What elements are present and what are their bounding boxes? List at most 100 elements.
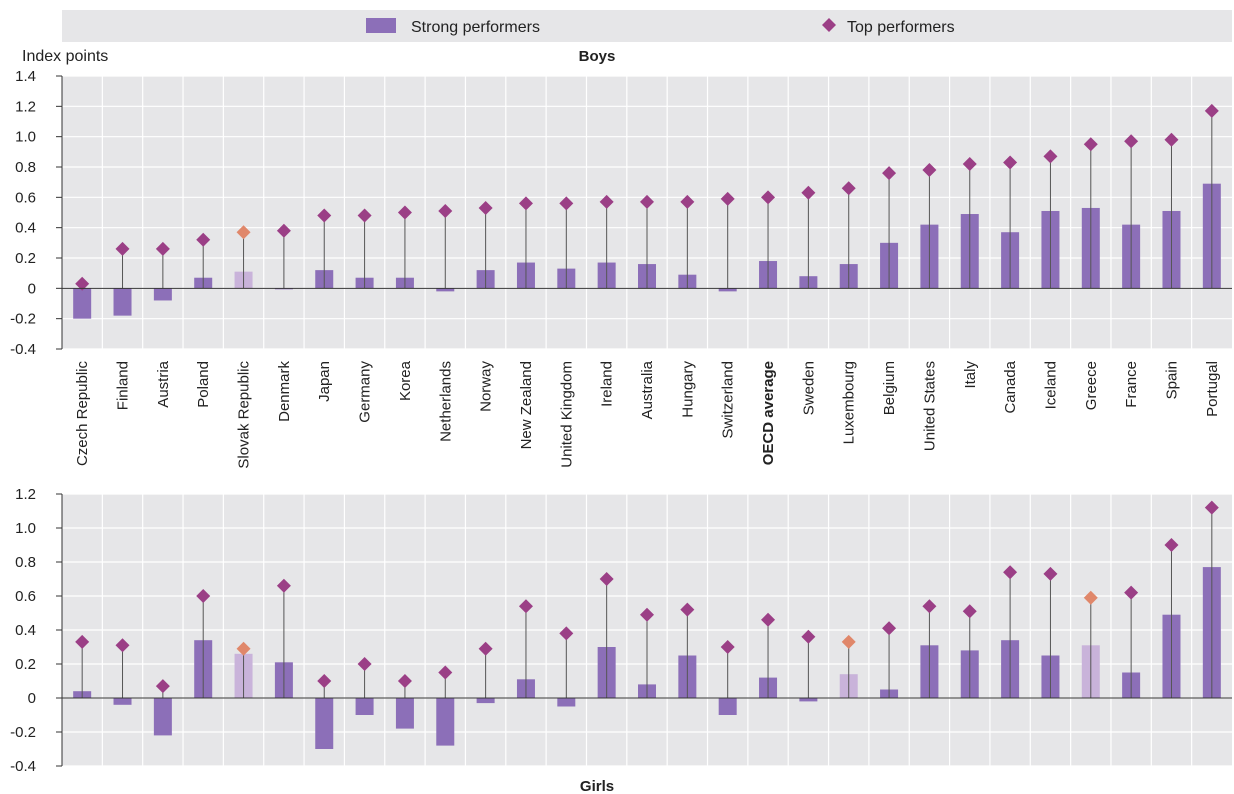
girls-bar-strong-performers	[355, 698, 374, 715]
boys-category-label: Korea	[397, 360, 414, 401]
girls-bar-strong-performers	[557, 698, 576, 707]
girls-marker-top-performers	[680, 602, 695, 617]
boys-bar-strong-performers	[113, 288, 132, 316]
girls-bar-strong-performers	[315, 698, 334, 749]
girls-y-tick-label: 0.2	[15, 656, 36, 673]
boys-category-label: United Kingdom	[558, 361, 575, 468]
boys-marker-top-performers	[640, 194, 654, 209]
legend-swatch-strong	[366, 18, 396, 33]
girls-marker-top-performers	[236, 641, 251, 656]
boys-marker-top-performers	[115, 241, 130, 256]
boys-marker-top-performers	[1083, 137, 1098, 152]
boys-category-label: Canada	[1002, 360, 1019, 413]
legend-marker-top	[822, 18, 836, 32]
girls-marker-top-performers	[882, 621, 897, 636]
boys-marker-top-performers	[155, 241, 170, 256]
girls-marker-top-performers	[599, 572, 614, 586]
legend-background	[62, 10, 1232, 42]
boys-marker-top-performers	[1164, 132, 1179, 147]
boys-marker-top-performers	[922, 163, 937, 178]
girls-y-tick-label: 0.4	[15, 622, 36, 639]
boys-category-label: Belgium	[881, 361, 898, 415]
boys-marker-top-performers	[801, 185, 816, 200]
boys-category-label: Italy	[962, 361, 979, 389]
boys-bar-strong-performers	[718, 288, 737, 292]
girls-y-tick-label: 1.0	[15, 520, 36, 537]
boys-category-label: Austria	[155, 360, 172, 407]
girls-bar-strong-performers	[436, 698, 455, 746]
boys-bar-strong-performers	[73, 288, 92, 319]
boys-marker-top-performers	[1003, 155, 1018, 170]
girls-bar-strong-performers	[718, 698, 737, 715]
boys-category-label: Greece	[1083, 361, 1100, 410]
boys-category-label: Czech Republic	[74, 361, 91, 467]
girls-y-tick-label: -0.2	[10, 724, 36, 741]
girls-marker-top-performers	[841, 634, 856, 649]
boys-y-tick-label: 0.4	[15, 220, 36, 237]
girls-marker-top-performers	[276, 578, 291, 593]
girls-marker-top-performers	[1164, 538, 1179, 552]
boys-category-label: Iceland	[1042, 361, 1059, 409]
girls-marker-top-performers	[801, 629, 816, 644]
boys-marker-top-performers	[397, 205, 412, 220]
girls-marker-top-performers	[922, 599, 937, 614]
y-axis-unit-label: Index points	[22, 48, 108, 65]
girls-panel-title: Girls	[580, 778, 614, 794]
girls-bar-strong-performers	[113, 698, 132, 705]
boys-marker-top-performers	[559, 196, 574, 211]
boys-category-label: Poland	[195, 361, 212, 408]
boys-marker-top-performers	[236, 225, 251, 240]
boys-panel: Index points Boys 1.4 1.2 1.0 0.8 0.6 0.4 0.2 0…	[10, 48, 1232, 469]
boys-category-label: Luxembourg	[841, 361, 858, 444]
girls-bar-strong-performers	[476, 698, 495, 704]
boys-y-tick-label: 0.8	[15, 159, 36, 176]
boys-category-label: France	[1123, 361, 1140, 408]
boys-marker-top-performers	[761, 190, 776, 205]
boys-marker-top-performers	[1043, 149, 1058, 164]
girls-marker-top-performers	[115, 638, 130, 653]
girls-y-tick-label: 1.2	[15, 486, 36, 503]
boys-y-tick-label: 1.4	[15, 68, 36, 85]
boys-category-label: Norway	[478, 361, 495, 412]
girls-bar-strong-performers	[799, 698, 818, 702]
boys-marker-top-performers	[962, 156, 977, 171]
girls-bar-strong-performers	[153, 698, 172, 736]
boys-marker-top-performers	[196, 232, 211, 247]
boys-marker-top-performers	[478, 200, 493, 215]
girls-marker-top-performers	[75, 634, 90, 649]
boys-category-label: Japan	[316, 361, 333, 402]
boys-category-label: Finland	[115, 361, 132, 410]
girls-marker-top-performers	[559, 626, 574, 641]
girls-y-tick-label: -0.4	[10, 758, 36, 775]
girls-marker-top-performers	[640, 607, 654, 622]
boys-category-label: Portugal	[1204, 361, 1221, 417]
boys-marker-top-performers	[75, 276, 90, 291]
girls-marker-top-performers	[720, 640, 735, 654]
girls-marker-top-performers	[962, 604, 977, 619]
girls-bar-strong-performers	[395, 698, 414, 729]
girls-marker-top-performers	[438, 665, 453, 680]
legend: Strong performers Top performers	[62, 10, 1232, 42]
boys-marker-top-performers	[680, 194, 695, 209]
boys-category-label: OECD average	[760, 361, 777, 465]
girls-marker-top-performers	[1003, 565, 1018, 580]
girls-marker-top-performers	[317, 674, 332, 688]
girls-y-tick-label: 0.8	[15, 554, 36, 571]
boys-marker-top-performers	[1124, 134, 1139, 149]
boys-y-tick-label: 1.0	[15, 129, 36, 146]
boys-marker-top-performers	[438, 203, 453, 218]
boys-y-tick-label: 1.2	[15, 98, 36, 115]
boys-bar-strong-performers	[153, 288, 172, 301]
boys-y-tick-label: 0.2	[15, 250, 36, 267]
boys-plot-area: 1.4 1.2 1.0 0.8 0.6 0.4 0.2 0 -0.2 -0.4 Czech Repu…	[10, 68, 1232, 469]
boys-panel-title: Boys	[579, 48, 616, 65]
girls-marker-top-performers	[1083, 590, 1098, 605]
boys-category-label: Slovak Republic	[236, 361, 253, 469]
boys-category-label: Ireland	[599, 361, 616, 407]
boys-y-tick-label: -0.4	[10, 341, 36, 358]
boys-y-tick-label: 0.6	[15, 189, 36, 206]
boys-y-tick-label: 0	[28, 280, 36, 297]
girls-y-tick-label: 0.6	[15, 588, 36, 605]
boys-marker-top-performers	[518, 196, 533, 211]
